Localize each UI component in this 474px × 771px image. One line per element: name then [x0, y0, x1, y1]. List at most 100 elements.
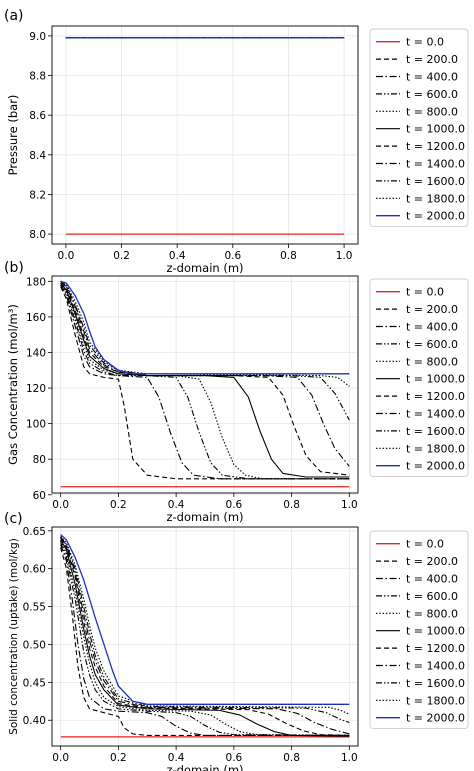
- series-line: [60, 547, 350, 736]
- y-tick-label: 8.4: [29, 150, 46, 162]
- y-tick-label: 8.8: [29, 71, 46, 83]
- series-line: [60, 282, 350, 480]
- series-line: [60, 280, 350, 375]
- y-tick-label: 120: [26, 383, 46, 395]
- series-line: [60, 280, 350, 421]
- series-group: [60, 534, 350, 738]
- x-tick-label: 0.6: [226, 752, 243, 764]
- y-tick-label: 160: [26, 312, 46, 324]
- series-line: [60, 537, 350, 735]
- legend-label: t = 400.0: [406, 573, 458, 586]
- series-line: [60, 538, 350, 736]
- series-group: [65, 37, 345, 235]
- series-line: [60, 544, 350, 736]
- legend: t = 0.0 t = 200.0 t = 400.0 t = 600.0 t = 80…: [369, 28, 469, 227]
- series-line: [60, 284, 350, 480]
- y-tick-label: 0.65: [23, 526, 46, 538]
- legend-label: t = 1400.0: [406, 158, 465, 171]
- y-tick-label: 8.2: [29, 189, 46, 201]
- y-tick-label: 100: [26, 419, 46, 431]
- y-tick-label: 0.45: [23, 677, 46, 689]
- x-axis-label: z-domain (m): [166, 261, 243, 275]
- legend-label: t = 1000.0: [406, 625, 465, 638]
- y-axis-label: Gas Concentration (mol/m³): [6, 304, 20, 465]
- x-tick-label: 1.0: [336, 250, 353, 262]
- x-tick-label: 0.6: [224, 250, 241, 262]
- legend-label: t = 1800.0: [406, 694, 465, 707]
- series-line: [60, 282, 350, 478]
- panel-b: 0.0 0.2 0.4 0.6 0.8 1.0 60 80 100 120 140 160 180 z-d…: [4, 260, 469, 524]
- x-tick-label: 0.0: [58, 250, 75, 262]
- legend-label: t = 1000.0: [406, 373, 465, 386]
- legend-label: t = 1200.0: [406, 390, 465, 403]
- panel-label: (a): [4, 8, 24, 24]
- x-tick-label: 0.6: [226, 499, 243, 511]
- legend-box: [369, 28, 469, 227]
- y-tick-label: 9.0: [29, 31, 46, 43]
- panel-label: (b): [4, 260, 24, 276]
- series-line: [60, 541, 350, 736]
- y-axis-label: Solid concentration (uptake) (mol/kg): [8, 538, 20, 735]
- y-tick-label: 8.6: [29, 110, 46, 122]
- series-line: [60, 536, 350, 724]
- legend-label: t = 1400.0: [406, 408, 465, 421]
- legend-label: t = 800.0: [406, 105, 458, 118]
- plot-frame: [51, 275, 359, 494]
- legend-label: t = 1800.0: [406, 442, 465, 455]
- y-tick-label: 0.50: [23, 639, 46, 651]
- x-tick-label: 1.0: [341, 499, 358, 511]
- series-line: [60, 280, 350, 387]
- x-tick-label: 0.8: [283, 752, 300, 764]
- legend-label: t = 1600.0: [406, 175, 465, 188]
- x-axis-label: z-domain (m): [166, 763, 243, 771]
- y-tick-label: 180: [26, 276, 46, 288]
- legend-label: t = 400.0: [406, 71, 458, 84]
- series-line: [60, 286, 350, 480]
- x-tick-label: 0.2: [110, 752, 127, 764]
- panel-a: 0.0 0.2 0.4 0.6 0.8 1.0 8.0 8.2 8.4 8.6 8.8 9.0 z-do…: [4, 8, 469, 275]
- y-tick-label: 0.40: [23, 715, 46, 727]
- legend-label: t = 1200.0: [406, 642, 465, 655]
- x-tick-label: 0.2: [113, 250, 130, 262]
- y-tick-label: 80: [33, 454, 46, 466]
- x-tick-label: 0.2: [110, 499, 127, 511]
- series-line: [60, 284, 350, 480]
- legend-box: [369, 278, 469, 477]
- legend-label: t = 0.0: [406, 36, 444, 49]
- y-tick-label: 0.55: [23, 602, 46, 614]
- legend-label: t = 0.0: [406, 286, 444, 299]
- legend-label: t = 800.0: [406, 607, 458, 620]
- y-tick-label: 8.0: [29, 229, 46, 241]
- x-tick-label: 0.4: [168, 499, 185, 511]
- legend-label: t = 400.0: [406, 321, 458, 334]
- y-tick-label: 0.60: [23, 564, 46, 576]
- x-tick-label: 0.0: [52, 752, 69, 764]
- y-axis-label: Pressure (bar): [6, 95, 20, 176]
- legend-label: t = 200.0: [406, 53, 458, 66]
- legend-label: t = 600.0: [406, 88, 458, 101]
- legend-box: [369, 530, 469, 729]
- panel-c: 0.0 0.2 0.4 0.6 0.8 1.0 0.40 0.45 0.50 0.55 0.60 0.…: [4, 511, 469, 771]
- series-group: [60, 280, 350, 488]
- legend-label: t = 1800.0: [406, 192, 465, 205]
- x-tick-label: 0.0: [52, 499, 69, 511]
- series-line: [60, 534, 350, 705]
- legend-label: t = 200.0: [406, 303, 458, 316]
- x-tick-label: 0.8: [283, 499, 300, 511]
- legend-label: t = 800.0: [406, 355, 458, 368]
- legend-label: t = 1200.0: [406, 140, 465, 153]
- x-tick-label: 0.8: [280, 250, 297, 262]
- x-axis-label: z-domain (m): [166, 510, 243, 524]
- series-line: [60, 535, 350, 715]
- legend-label: t = 2000.0: [406, 210, 465, 223]
- plot-frame: [51, 25, 359, 245]
- legend-label: t = 1000.0: [406, 123, 465, 136]
- series-line: [60, 539, 350, 737]
- plot-frame: [51, 526, 359, 747]
- legend-label: t = 1600.0: [406, 425, 465, 438]
- panel-label: (c): [4, 511, 23, 527]
- legend-label: t = 2000.0: [406, 712, 465, 725]
- legend-label: t = 600.0: [406, 590, 458, 603]
- legend: t = 0.0 t = 200.0 t = 400.0 t = 600.0 t = 80…: [369, 530, 469, 729]
